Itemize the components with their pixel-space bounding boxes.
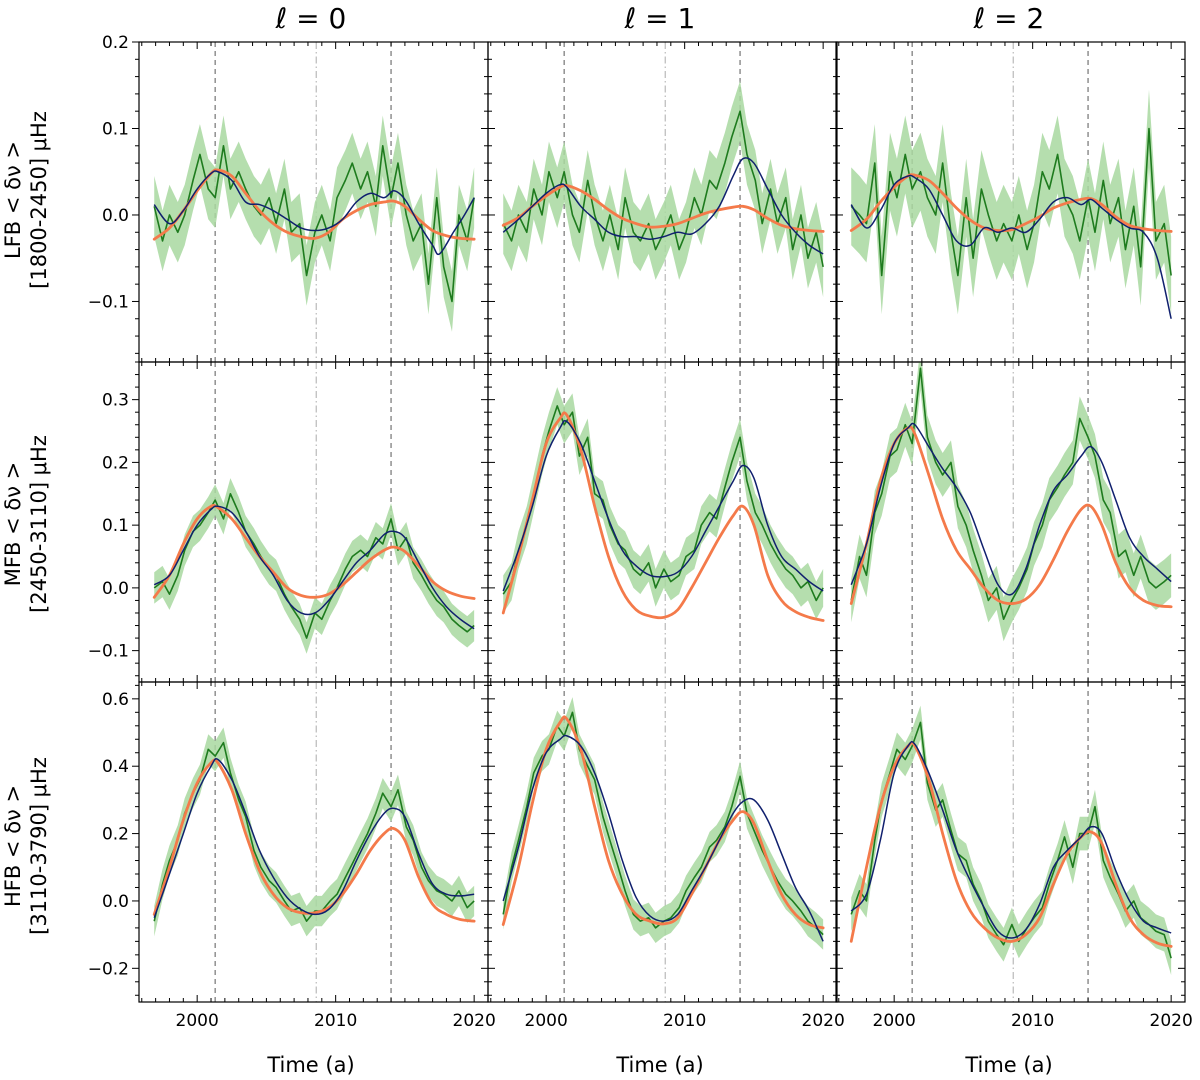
observed-series-line bbox=[850, 367, 1172, 621]
smoothed-series-line bbox=[502, 419, 824, 592]
plot-area bbox=[152, 42, 476, 362]
uncertainty-band bbox=[851, 362, 1172, 642]
panel-r0c2 bbox=[835, 41, 1186, 363]
plot-area bbox=[152, 682, 476, 1002]
smoothed-series-line bbox=[502, 734, 824, 942]
x-tick-label: 2010 bbox=[314, 1011, 357, 1031]
row-label-mfb-line2: [2450-3110] μHz bbox=[27, 435, 51, 613]
panel-r2c2: 2000 2010 2020 bbox=[835, 681, 1193, 1031]
plot-area bbox=[501, 42, 825, 362]
y-tick-label: 0.0 bbox=[102, 892, 129, 912]
column-title-l0: ℓ = 0 bbox=[275, 2, 347, 35]
observed-series-line bbox=[502, 405, 824, 602]
panel-frame bbox=[835, 681, 1186, 1003]
x-axis-label-col1: Time (a) bbox=[615, 1053, 703, 1077]
uncertainty-band bbox=[154, 115, 475, 332]
row-label-lfb-line1: LFB < δν > bbox=[1, 141, 25, 259]
x-axis-labels: Time (a) Time (a) Time (a) bbox=[266, 1053, 1052, 1077]
y-tick-label: 0.1 bbox=[102, 516, 129, 536]
x-tick-label: 2000 bbox=[873, 1011, 916, 1031]
panel-r1c1 bbox=[487, 361, 838, 683]
plot-area bbox=[152, 362, 476, 682]
panel-r1c2 bbox=[835, 361, 1186, 683]
row-label-hfb-line2: [3110-3790] μHz bbox=[27, 757, 51, 935]
observed-series-line bbox=[850, 127, 1172, 277]
row-label-lfb-line2: [1800-2450] μHz bbox=[27, 111, 51, 289]
panel-frame bbox=[835, 361, 1186, 683]
panel-r1c0: −0.1 0.0 0.1 0.2 0.3 bbox=[88, 361, 489, 683]
x-tick-label: 2000 bbox=[525, 1011, 568, 1031]
row-label-mfb-line1: MFB < δν > bbox=[1, 462, 25, 586]
panel-frame bbox=[138, 681, 489, 1003]
y-tick-label: 0.1 bbox=[102, 119, 129, 139]
column-titles: ℓ = 0 ℓ = 1 ℓ = 2 bbox=[275, 2, 1045, 35]
uncertainty-band bbox=[851, 705, 1172, 976]
x-tick-label: 2000 bbox=[176, 1011, 219, 1031]
smoothed-series-line bbox=[502, 157, 824, 255]
plot-area bbox=[849, 42, 1173, 362]
panel-frame bbox=[487, 361, 838, 683]
smoothed-series-line bbox=[153, 170, 475, 256]
model-series-line bbox=[501, 183, 825, 233]
y-tick-label: 0.4 bbox=[102, 757, 129, 777]
uncertainty-band bbox=[154, 478, 475, 654]
smoothed-series-line bbox=[850, 174, 1172, 319]
x-tick-label: 2010 bbox=[1011, 1011, 1054, 1031]
x-axis-label-col2: Time (a) bbox=[964, 1053, 1052, 1077]
observed-series-line bbox=[153, 741, 475, 922]
y-tick-label: −0.1 bbox=[88, 292, 129, 312]
row-label-hfb-line1: HFB < δν > bbox=[1, 785, 25, 907]
panel-r2c0: 2000 2010 2020 −0.2 0.0 0.2 0.4 0.6 bbox=[88, 681, 496, 1031]
model-series-line bbox=[152, 503, 476, 600]
y-tick-label: 0.0 bbox=[102, 206, 129, 226]
x-tick-label: 2020 bbox=[453, 1011, 496, 1031]
y-tick-label: 0.6 bbox=[102, 690, 129, 710]
row-labels: LFB < δν > [1800-2450] μHz MFB < δν > [2… bbox=[1, 111, 51, 935]
smoothed-series-line bbox=[850, 422, 1172, 596]
x-tick-label: 2020 bbox=[802, 1011, 845, 1031]
smoothed-series-line bbox=[850, 740, 1172, 939]
x-axis-label-col0: Time (a) bbox=[266, 1053, 354, 1077]
y-tick-label: 0.2 bbox=[102, 33, 129, 53]
observed-series-line bbox=[502, 110, 824, 268]
model-series-line bbox=[152, 758, 476, 923]
y-tick-label: 0.2 bbox=[102, 453, 129, 473]
panel-frame bbox=[487, 681, 838, 1003]
y-tick-label: 0.0 bbox=[102, 579, 129, 599]
panel-r0c1 bbox=[487, 41, 838, 363]
plot-area bbox=[501, 682, 825, 1002]
smoothed-series-line bbox=[153, 758, 475, 919]
column-title-l1: ℓ = 1 bbox=[624, 2, 696, 35]
uncertainty-band bbox=[503, 387, 824, 620]
uncertainty-band bbox=[154, 727, 475, 937]
y-tick-label: 0.3 bbox=[102, 391, 129, 411]
x-tick-label: 2010 bbox=[663, 1011, 706, 1031]
model-series-line bbox=[501, 411, 825, 622]
smoothed-series-line bbox=[153, 505, 475, 630]
y-tick-label: −0.1 bbox=[88, 642, 129, 662]
panel-r0c0: −0.1 0.0 0.1 0.2 bbox=[88, 33, 489, 363]
plot-area bbox=[849, 362, 1173, 682]
plot-area bbox=[501, 362, 825, 682]
plot-area bbox=[849, 682, 1173, 1002]
x-tick-label: 2020 bbox=[1150, 1011, 1193, 1031]
y-tick-label: −0.2 bbox=[88, 959, 129, 979]
panel-grid: −0.1 0.0 0.1 0.2 −0.1 0.0 0.1 0.2 0.3 2000 2010 202… bbox=[88, 33, 1193, 1031]
y-tick-label: 0.2 bbox=[102, 825, 129, 845]
uncertainty-band bbox=[851, 89, 1172, 315]
model-series-line bbox=[501, 715, 825, 930]
panel-r2c1: 2000 2010 2020 bbox=[487, 681, 845, 1031]
column-title-l2: ℓ = 2 bbox=[973, 2, 1045, 35]
